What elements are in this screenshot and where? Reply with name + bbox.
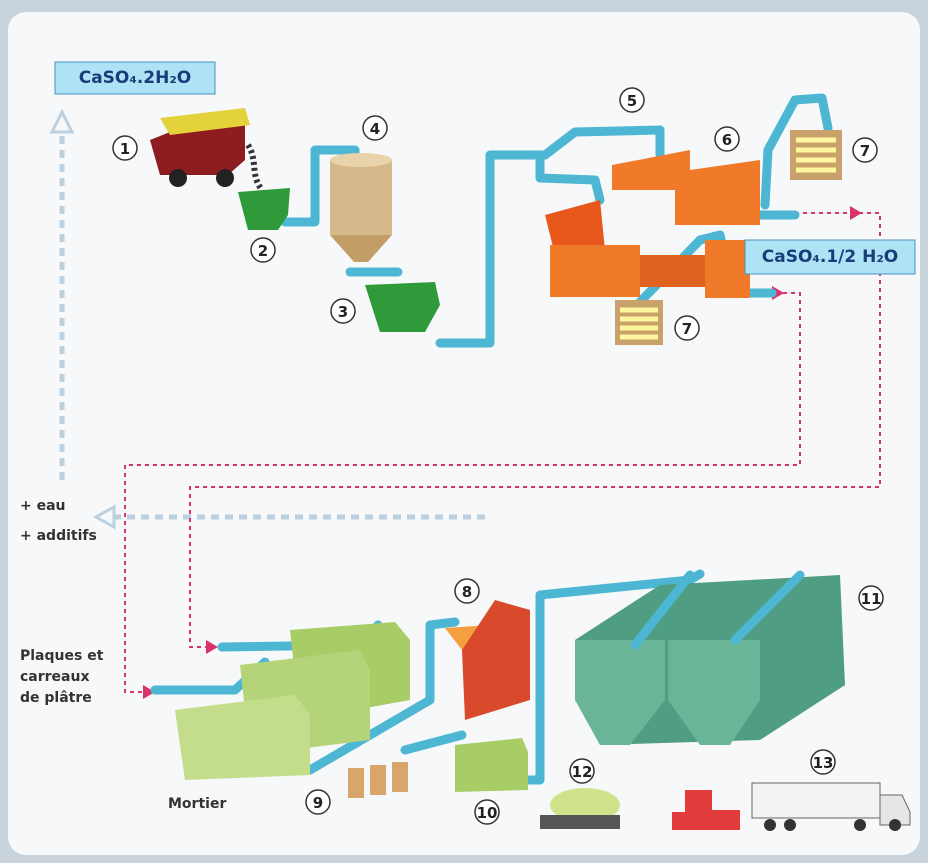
formula: CaSO₄.2H₂O (79, 68, 192, 88)
side-label: de plâtre (20, 690, 92, 706)
formula: CaSO₄.1/2 H₂O (762, 247, 898, 267)
wheel (889, 819, 901, 831)
mixer-chassis (540, 815, 620, 829)
board-stack (175, 695, 310, 780)
wheel (784, 819, 796, 831)
step-number: 10 (477, 804, 498, 822)
step-number: 5 (627, 92, 637, 110)
wheel (169, 169, 187, 187)
side-label: + eau (20, 498, 66, 514)
diagram: CaSO₄.2H₂O CaSO₄.1/2 H₂O + eau + additif… (0, 0, 928, 863)
wheel (854, 819, 866, 831)
tank (348, 768, 364, 798)
wheel (216, 169, 234, 187)
side-label: + additifs (20, 528, 97, 544)
silo-top (330, 153, 392, 167)
step-number: 13 (813, 754, 834, 772)
step-number: 6 (722, 131, 732, 149)
step-number: 8 (462, 583, 472, 601)
step-number: 1 (120, 140, 130, 158)
tank (392, 762, 408, 792)
rotary-kiln (550, 245, 640, 297)
step-number: 7 (682, 320, 692, 338)
side-label: Mortier (168, 796, 226, 812)
rotary-kiln (640, 255, 710, 287)
step-number: 9 (313, 794, 323, 812)
panel (8, 12, 920, 855)
silo (330, 160, 392, 235)
wheel (764, 819, 776, 831)
tank (370, 765, 386, 795)
step-number: 7 (860, 142, 870, 160)
step-number: 4 (370, 120, 380, 138)
rotary-kiln (705, 240, 750, 298)
step-number: 11 (861, 590, 882, 608)
step-number: 3 (338, 303, 348, 321)
step-number: 2 (258, 242, 268, 260)
side-label: Plaques et (20, 648, 104, 664)
step-number: 12 (572, 763, 593, 781)
side-label: carreaux (20, 669, 90, 685)
trailer (752, 783, 880, 818)
mortar-unit (455, 738, 528, 792)
